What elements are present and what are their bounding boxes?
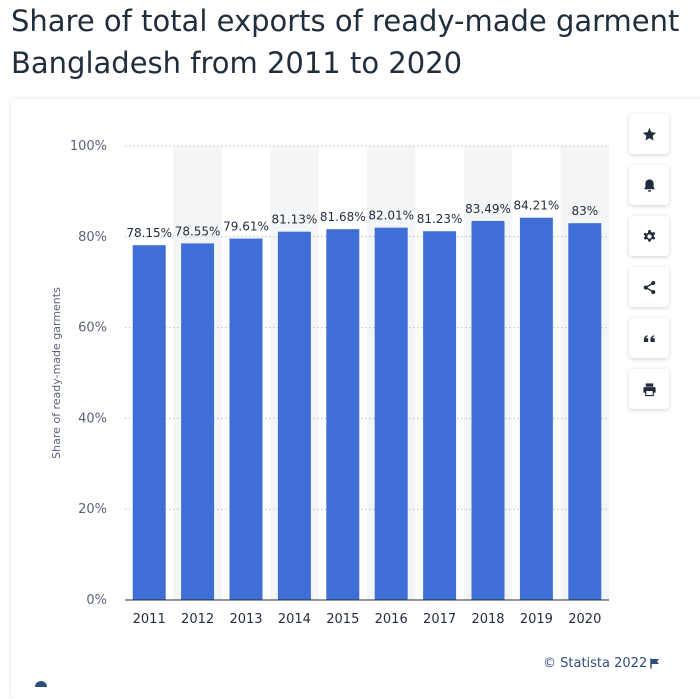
quote-icon bbox=[643, 334, 655, 342]
bar-2019 bbox=[519, 217, 553, 601]
y-tick-label: 20% bbox=[78, 502, 107, 517]
data-label: 83% bbox=[571, 204, 598, 218]
y-tick-label: 40% bbox=[78, 411, 107, 426]
x-tick-label: 2019 bbox=[520, 612, 553, 627]
bar-2013 bbox=[229, 238, 263, 600]
bar-2020 bbox=[568, 223, 602, 600]
y-axis-title: Share of ready-made garments bbox=[50, 287, 63, 459]
notification-button[interactable] bbox=[629, 165, 669, 205]
data-label: 82.01% bbox=[368, 209, 414, 223]
x-tick-label: 2016 bbox=[375, 612, 408, 627]
y-tick-label: 80% bbox=[78, 230, 107, 245]
y-tick-label: 60% bbox=[78, 321, 107, 336]
x-tick-label: 2015 bbox=[326, 612, 359, 627]
star-icon bbox=[642, 127, 656, 140]
data-label: 79.61% bbox=[223, 220, 269, 234]
data-label: 81.23% bbox=[417, 212, 463, 226]
bar-2015 bbox=[326, 229, 360, 601]
bar-2016 bbox=[374, 227, 408, 600]
y-tick-label: 0% bbox=[86, 593, 107, 608]
page-title-line-1: Share of total exports of ready-made gar… bbox=[11, 4, 680, 38]
share-button[interactable] bbox=[629, 267, 669, 307]
statista-credit[interactable]: © Statista 2022 bbox=[543, 656, 648, 671]
x-tick-label: 2013 bbox=[229, 612, 262, 627]
bar-2012 bbox=[181, 243, 215, 600]
x-tick-label: 2011 bbox=[133, 612, 166, 627]
cite-button[interactable] bbox=[629, 318, 669, 358]
data-label: 81.13% bbox=[272, 213, 318, 227]
data-label: 84.21% bbox=[514, 199, 560, 213]
favorite-button[interactable] bbox=[629, 114, 669, 154]
bar-2011 bbox=[132, 245, 166, 600]
print-button[interactable] bbox=[629, 369, 669, 409]
share-icon bbox=[643, 280, 655, 294]
data-label: 83.49% bbox=[465, 202, 511, 216]
settings-button[interactable] bbox=[629, 216, 669, 256]
data-label: 81.68% bbox=[320, 210, 366, 224]
x-tick-label: 2018 bbox=[471, 612, 504, 627]
additional-info-peek bbox=[34, 680, 694, 687]
bar-2014 bbox=[277, 231, 311, 600]
data-label: 78.15% bbox=[126, 226, 172, 240]
y-tick-label: 100% bbox=[70, 139, 107, 154]
bar-2017 bbox=[423, 231, 457, 600]
flag-icon[interactable] bbox=[650, 658, 660, 669]
info-icon bbox=[35, 681, 47, 687]
x-tick-label: 2017 bbox=[423, 612, 456, 627]
x-tick-label: 2020 bbox=[568, 612, 601, 627]
data-label: 78.55% bbox=[175, 224, 221, 238]
page-title: Share of total exports of ready-made gar… bbox=[11, 0, 700, 84]
bar-2018 bbox=[471, 220, 505, 601]
printer-icon bbox=[642, 382, 656, 396]
x-tick-label: 2014 bbox=[278, 612, 311, 627]
gear-icon bbox=[643, 229, 655, 242]
page-title-line-2: Bangladesh from 2011 to 2020 bbox=[11, 46, 463, 80]
chart-toolbar bbox=[629, 114, 669, 420]
x-tick-label: 2012 bbox=[181, 612, 214, 627]
bell-icon bbox=[643, 178, 655, 192]
